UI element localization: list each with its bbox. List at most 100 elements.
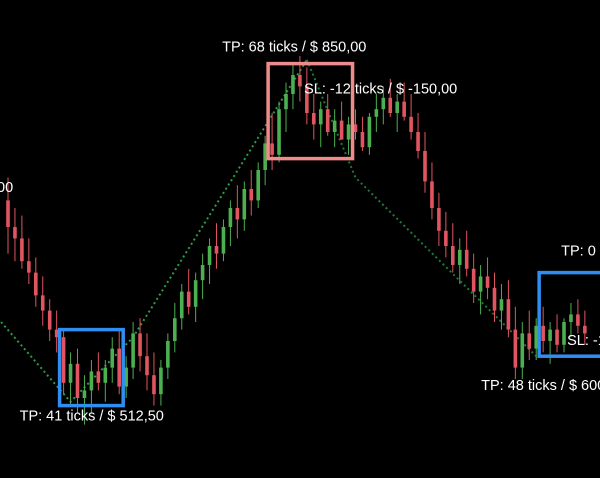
candle [47,299,52,341]
candle-body [576,314,580,326]
candle-body [318,109,323,125]
candle-body [471,268,476,292]
candle [423,132,427,193]
candle [166,333,170,379]
candle-body [117,348,121,387]
candle-body [520,333,525,368]
position-label: TP: 48 ticks / $ 600,00 [481,378,600,394]
candle-body [513,329,518,368]
candle-body [492,287,497,311]
candle [576,299,580,334]
candle [395,94,399,132]
candle-body [541,325,545,341]
candle [82,375,87,425]
candle [200,253,205,300]
edge-label: 00 [0,180,13,196]
candle-body [464,249,469,269]
candle-body [374,109,379,117]
candle-body [437,208,441,231]
candle [256,162,260,208]
candle [562,318,566,353]
candle [527,310,532,360]
candles [6,56,587,425]
candle-body [534,325,538,349]
candle-body [68,363,73,383]
candle [416,113,420,159]
candle [402,82,406,121]
trade-line-short-entry [305,59,537,357]
candle-body [6,200,10,227]
candle-body [569,314,573,322]
candle-body [325,109,330,132]
candle-body [381,97,386,110]
candle [360,116,365,151]
candle [499,284,504,330]
candle [409,94,413,140]
position-labels: TP: 41 ticks / $ 512,50 TP: 68 ticks / $ … [20,40,600,425]
candle-body [131,333,135,368]
candle-body [346,124,351,140]
candle-body [249,189,254,201]
candle [54,310,59,353]
candle-body [20,238,24,262]
candle [124,356,128,398]
candle [457,238,462,284]
candle [291,63,295,110]
candle [145,333,149,391]
candle [464,230,469,277]
candle-body [124,367,128,387]
candle [152,352,156,406]
candle-body [186,291,191,307]
candle-body [402,101,406,117]
position-label: TP: 0 ticks / $ 0,00 [561,244,600,260]
candle-body [555,329,559,345]
candle-body [47,310,52,330]
candle [235,185,240,239]
candle [381,86,386,125]
candle-body [145,356,149,376]
position-label: TP: 68 ticks / $ 850,00 [222,40,366,56]
candle [34,257,38,307]
candle-body [207,246,212,265]
candle-body [270,143,274,155]
candle-body [96,371,101,383]
candle-body [159,367,163,395]
candle-body [152,375,156,395]
candle [534,318,538,360]
candle-body [256,170,260,201]
candle [270,113,274,170]
candle [451,223,455,273]
candle-body [200,265,205,281]
candle-body [360,132,365,148]
candle-body [27,261,31,273]
candle [186,268,191,315]
candle [513,306,518,379]
candle-body [13,227,17,239]
candle-body [75,363,80,398]
candle-body [166,341,170,368]
candle [367,113,372,155]
candle-body [444,230,448,246]
candle [61,329,66,395]
candle [131,322,135,379]
candle [214,223,219,269]
candle [110,337,115,383]
position-label: TP: 41 ticks / $ 512,50 [20,409,164,425]
position-box-long-entry-1 [57,327,125,408]
candle [471,253,476,303]
candle [353,109,358,140]
candle-body [416,132,420,151]
candle-body [583,325,587,334]
candle-body [228,208,233,227]
candle [6,177,10,254]
candle-body [61,337,66,383]
candle-body [82,390,87,398]
candle [173,303,177,353]
candle-body [242,189,247,220]
candle-body [291,75,295,94]
candle [541,306,545,353]
candle-body [277,109,281,155]
trade-lines [0,59,537,404]
candle-body [34,272,38,296]
candle [346,116,351,155]
